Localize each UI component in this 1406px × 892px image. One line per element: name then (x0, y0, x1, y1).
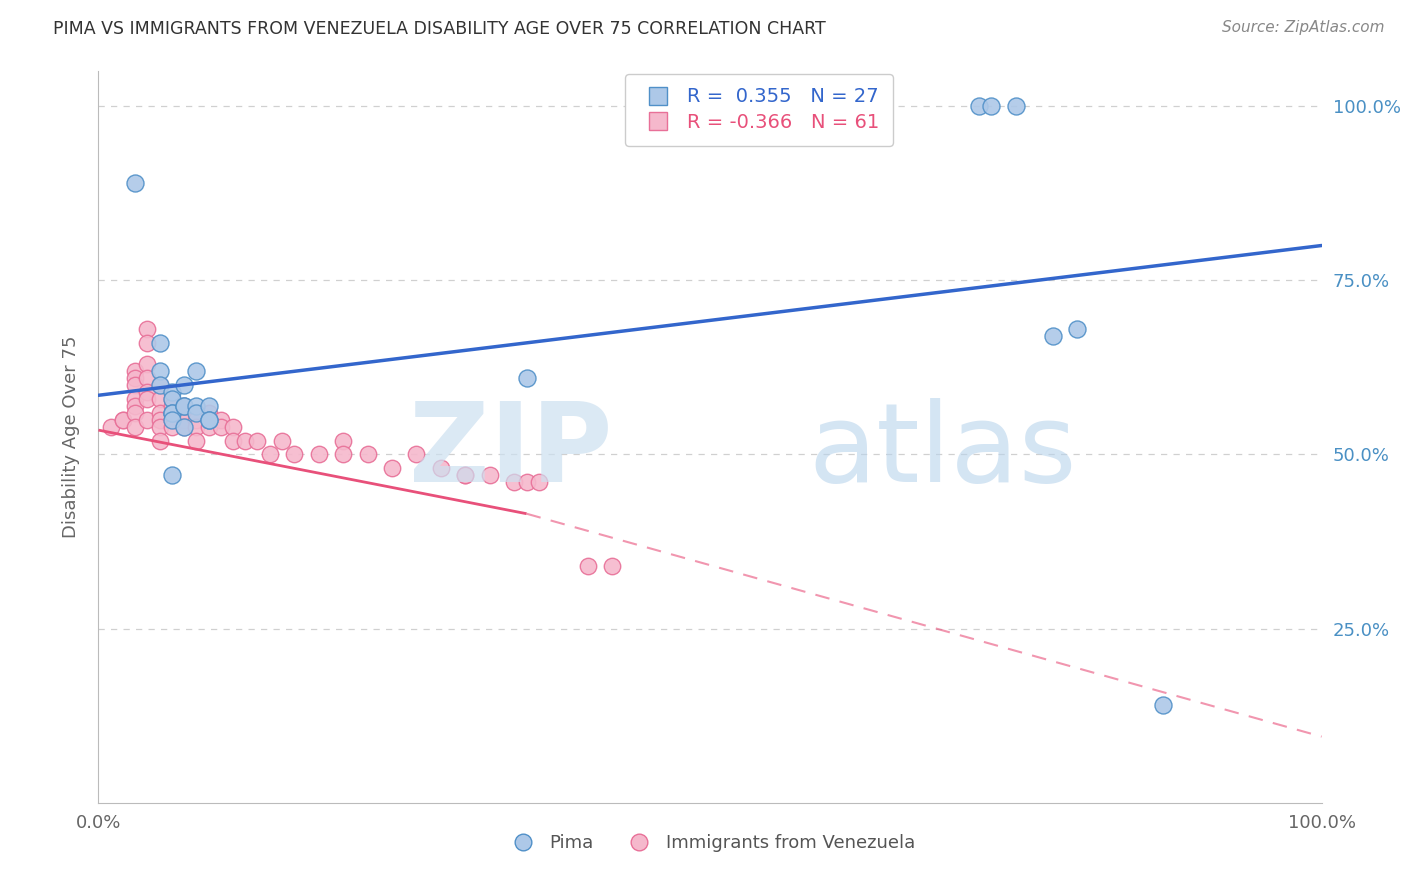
Point (1066, 322, 1088, 336)
Point (454, 468, 477, 483)
Point (503, 475, 526, 490)
Point (136, 336, 159, 351)
Point (283, 448, 305, 462)
Point (136, 384, 159, 399)
Point (600, 558, 623, 573)
Point (197, 399, 219, 413)
Point (186, 399, 208, 413)
Point (173, 399, 195, 413)
Point (1004, 99, 1026, 113)
Point (173, 377, 195, 392)
Point (136, 371, 159, 385)
Point (405, 448, 427, 462)
Point (149, 364, 172, 378)
Point (246, 434, 269, 448)
Point (186, 434, 208, 448)
Point (515, 475, 537, 490)
Point (136, 392, 159, 406)
Point (576, 558, 599, 573)
Point (332, 434, 354, 448)
Point (124, 406, 146, 420)
Point (222, 434, 245, 448)
Point (149, 406, 172, 420)
Point (160, 392, 183, 406)
Point (1042, 329, 1064, 343)
Point (332, 448, 354, 462)
Point (149, 377, 172, 392)
Point (186, 406, 208, 420)
Point (124, 176, 146, 190)
Point (356, 448, 378, 462)
Point (967, 99, 990, 113)
Point (173, 419, 195, 434)
Point (100, 419, 122, 434)
Text: atlas: atlas (808, 398, 1077, 505)
Point (136, 322, 159, 336)
Point (173, 406, 195, 420)
Point (173, 412, 195, 426)
Point (515, 371, 537, 385)
Point (173, 399, 195, 413)
Point (186, 419, 208, 434)
Point (233, 434, 256, 448)
Text: Source: ZipAtlas.com: Source: ZipAtlas.com (1222, 20, 1385, 35)
Point (160, 406, 183, 420)
Point (149, 377, 172, 392)
Point (173, 399, 195, 413)
Point (124, 371, 146, 385)
Point (160, 412, 183, 426)
Point (160, 384, 183, 399)
Point (381, 461, 404, 475)
Point (124, 364, 146, 378)
Point (149, 412, 172, 426)
Point (160, 392, 183, 406)
Point (454, 468, 477, 483)
Point (197, 406, 219, 420)
Point (259, 448, 281, 462)
Point (124, 419, 146, 434)
Point (478, 468, 501, 483)
Point (160, 412, 183, 426)
Point (160, 419, 183, 434)
Point (124, 377, 146, 392)
Y-axis label: Disability Age Over 75: Disability Age Over 75 (62, 335, 80, 539)
Point (160, 406, 183, 420)
Point (197, 412, 219, 426)
Point (209, 412, 232, 426)
Point (124, 392, 146, 406)
Point (124, 399, 146, 413)
Point (209, 419, 232, 434)
Text: PIMA VS IMMIGRANTS FROM VENEZUELA DISABILITY AGE OVER 75 CORRELATION CHART: PIMA VS IMMIGRANTS FROM VENEZUELA DISABI… (53, 20, 827, 37)
Text: ZIP: ZIP (409, 398, 612, 505)
Point (186, 364, 208, 378)
Point (308, 448, 330, 462)
Point (149, 392, 172, 406)
Point (197, 419, 219, 434)
Point (149, 336, 172, 351)
Point (270, 434, 294, 448)
Point (186, 412, 208, 426)
Legend: Pima, Immigrants from Venezuela: Pima, Immigrants from Venezuela (498, 827, 922, 860)
Point (527, 475, 550, 490)
Point (160, 468, 183, 483)
Point (430, 461, 453, 475)
Point (149, 419, 172, 434)
Point (136, 357, 159, 371)
Point (149, 434, 172, 448)
Point (186, 406, 208, 420)
Point (173, 419, 195, 434)
Point (111, 412, 134, 426)
Point (197, 412, 219, 426)
Point (160, 399, 183, 413)
Point (136, 412, 159, 426)
Point (980, 99, 1002, 113)
Point (1152, 698, 1174, 713)
Point (222, 419, 245, 434)
Point (111, 412, 134, 426)
